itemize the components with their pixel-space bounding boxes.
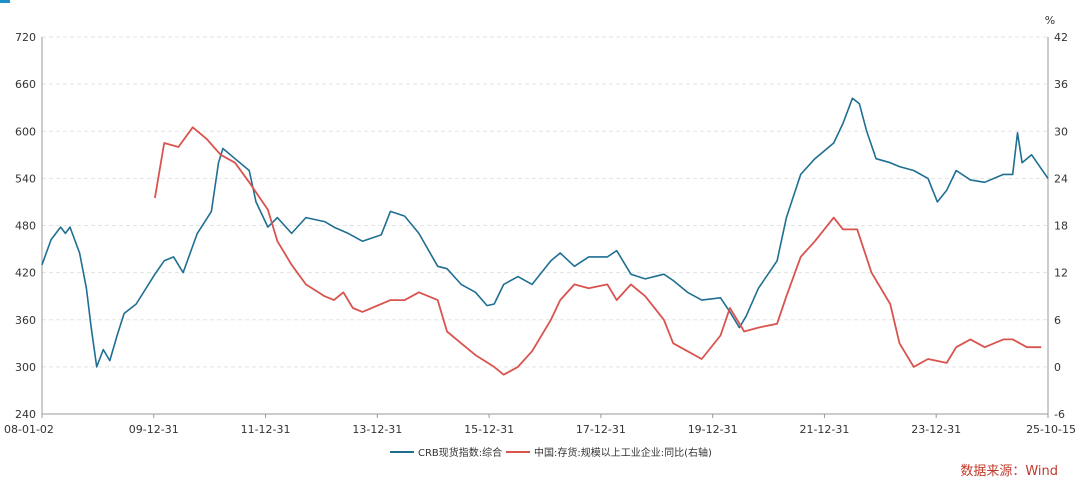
x-tick-label: 11-12-31: [241, 423, 291, 436]
x-tick-label: 15-12-31: [464, 423, 514, 436]
series-lines: [41, 97, 1049, 376]
y-right-tick-label: -6: [1054, 408, 1065, 421]
y-left-tick-label: 480: [15, 220, 36, 233]
y-right-tick-label: 42: [1054, 31, 1068, 44]
corner-accent: [0, 0, 10, 3]
y-left-tick-labels: 240 300 360 420 480 540 600 660 720: [15, 31, 36, 421]
y-right-tick-label: 18: [1054, 220, 1068, 233]
axes: [41, 37, 1049, 415]
legend-label-crb: CRB现货指数:综合: [418, 446, 502, 459]
y-left-tick-label: 720: [15, 31, 36, 44]
y-right-tick-label: 0: [1054, 361, 1061, 374]
series-line-inventory: [154, 126, 1042, 376]
y-right-unit-label: %: [1045, 14, 1055, 27]
y-right-tick-label: 24: [1054, 172, 1068, 185]
y-right-tick-labels: -6 0 6 12 18 24 30 36 42: [1054, 31, 1068, 421]
y-right-tick-label: 30: [1054, 125, 1068, 138]
x-tick-label: 21-12-31: [799, 423, 849, 436]
x-tick-label: 23-12-31: [911, 423, 961, 436]
x-tick-label: 09-12-31: [129, 423, 179, 436]
legend[interactable]: CRB现货指数:综合 中国:存货:规模以上工业企业:同比(右轴): [390, 446, 712, 459]
x-tick-label: 13-12-31: [352, 423, 402, 436]
series-line-crb: [41, 97, 1049, 368]
x-tick-labels: 08-01-02 09-12-31 11-12-31 13-12-31 15-12-31…: [4, 414, 1076, 436]
grid-lines: [42, 36, 1048, 368]
y-right-tick-label: 36: [1054, 78, 1068, 91]
x-tick-label: 08-01-02: [4, 423, 54, 436]
legend-label-inventory: 中国:存货:规模以上工业企业:同比(右轴): [534, 446, 712, 459]
y-right-tick-label: 6: [1054, 314, 1061, 327]
x-tick-label: 17-12-31: [576, 423, 626, 436]
x-tick-label: 25-10-15: [1026, 423, 1076, 436]
y-left-tick-label: 660: [15, 78, 36, 91]
y-left-tick-label: 300: [15, 361, 36, 374]
y-left-tick-label: 600: [15, 125, 36, 138]
y-right-tick-label: 12: [1054, 267, 1068, 280]
y-left-tick-label: 240: [15, 408, 36, 421]
y-left-tick-label: 420: [15, 267, 36, 280]
y-left-tick-label: 540: [15, 172, 36, 185]
data-source-label: 数据来源：Wind: [960, 464, 1058, 479]
x-tick-label: 19-12-31: [688, 423, 738, 436]
y-left-tick-label: 360: [15, 314, 36, 327]
